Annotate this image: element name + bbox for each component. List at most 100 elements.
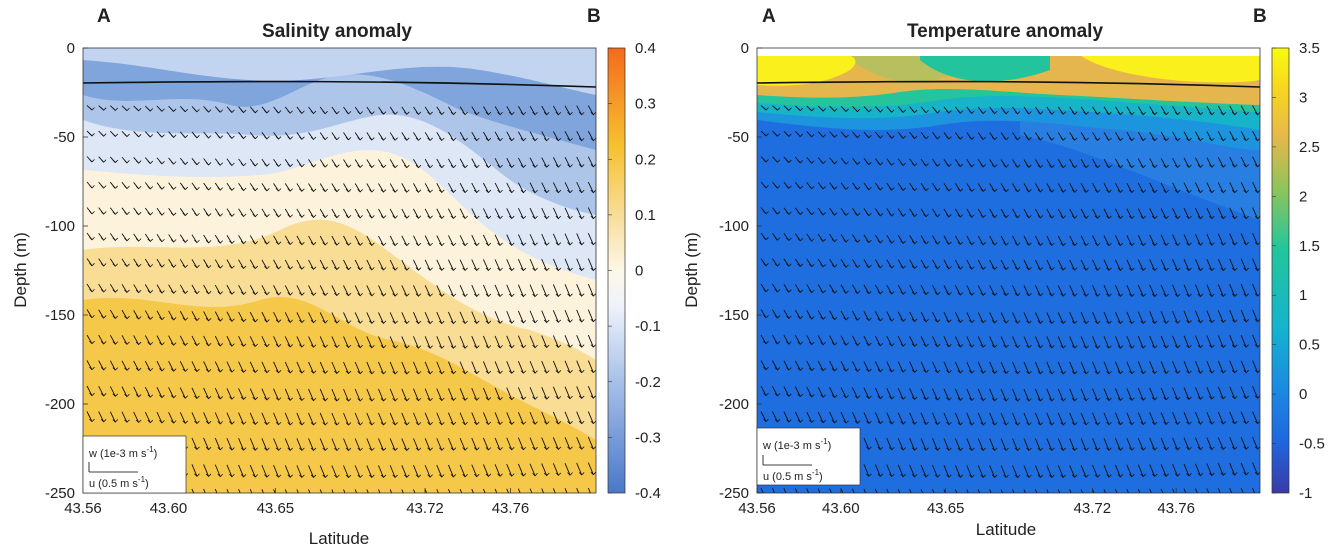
velocity-arrow (1172, 463, 1178, 477)
velocity-arrow (1126, 259, 1133, 271)
velocity-arrowhead (1014, 242, 1021, 246)
velocity-arrow (273, 388, 279, 401)
velocity-arrowhead (485, 242, 492, 247)
velocity-arrowhead (380, 447, 387, 452)
velocity-arrow (1000, 336, 1007, 348)
velocity-arrowhead (1231, 395, 1238, 400)
velocity-arrowhead (1129, 215, 1135, 220)
velocity-arrow (954, 388, 961, 401)
velocity-arrowhead (415, 371, 422, 375)
velocity-arrow (203, 437, 210, 450)
velocity-arrowhead (1037, 293, 1044, 297)
velocity-arrow (587, 462, 594, 475)
velocity-arrow (1160, 131, 1167, 141)
velocity-arrow (1252, 233, 1258, 245)
velocity-arrowhead (252, 163, 259, 167)
velocity-arrowhead (1186, 421, 1192, 425)
y-tick-label: 0 (67, 40, 75, 57)
velocity-arrow (529, 131, 536, 141)
velocity-arrowhead (1037, 189, 1044, 193)
velocity-arrowhead (992, 499, 997, 502)
velocity-arrowhead (323, 499, 328, 502)
velocity-arrow (517, 463, 524, 477)
velocity-arrowhead (866, 212, 872, 217)
velocity-arrow (214, 387, 221, 400)
velocity-arrowhead (1231, 164, 1238, 168)
velocity-arrow (308, 336, 314, 348)
velocity-arrow (308, 235, 314, 246)
velocity-arrow (354, 235, 361, 246)
velocity-arrow (319, 412, 326, 426)
velocity-arrow (1126, 412, 1133, 425)
velocity-arrowhead (532, 215, 538, 220)
velocity-arrow (1252, 181, 1258, 193)
velocity-arrowhead (567, 215, 573, 220)
velocity-arrowhead (1026, 189, 1032, 193)
velocity-arrowhead (911, 187, 918, 192)
velocity-arrow (319, 388, 326, 401)
colorbar-tick-label: 0.4 (635, 40, 656, 57)
velocity-arrowhead (205, 420, 212, 425)
velocity-arrowhead (934, 369, 941, 374)
velocity-arrowhead (345, 370, 352, 375)
velocity-arrow (1034, 465, 1041, 478)
velocity-arrowhead (1117, 111, 1124, 116)
velocity-arrow (494, 488, 498, 493)
y-tick-label: -200 (45, 396, 75, 413)
velocity-arrow (529, 207, 536, 219)
velocity-arrow (1012, 259, 1018, 270)
velocity-arrow (296, 361, 303, 374)
velocity-arrowhead (968, 136, 975, 140)
velocity-arrowhead (310, 214, 317, 218)
colorbar-tick-label: 1.5 (1299, 238, 1320, 255)
velocity-arrowhead (100, 341, 107, 345)
velocity-arrowhead (147, 134, 154, 138)
velocity-arrow (459, 412, 466, 425)
velocity-arrowhead (578, 344, 585, 348)
velocity-arrowhead (1129, 189, 1135, 194)
velocity-arrow (874, 437, 881, 450)
velocity-arrowhead (124, 211, 130, 216)
velocity-arrow (817, 335, 824, 345)
velocity-arrow (249, 259, 256, 269)
velocity-arrow (932, 285, 938, 295)
velocity-arrow (977, 259, 984, 270)
velocity-arrow (576, 182, 583, 193)
velocity-arrow (121, 386, 128, 397)
velocity-arrow (459, 437, 466, 451)
velocity-arrowhead (1151, 421, 1158, 426)
velocity-arrowhead (1209, 446, 1215, 451)
velocity-arrow (471, 488, 474, 493)
velocity-arrowhead (968, 292, 975, 296)
velocity-arrowhead (1254, 164, 1260, 168)
velocity-arrowhead (543, 215, 550, 220)
velocity-arrow (989, 312, 996, 324)
velocity-arrowhead (543, 164, 550, 168)
velocity-arrowhead (1209, 396, 1215, 400)
velocity-arrow (226, 488, 230, 493)
velocity-arrow (1229, 284, 1236, 297)
velocity-arrowhead (135, 185, 142, 190)
velocity-arrowhead (473, 267, 480, 272)
velocity-arrowhead (831, 368, 838, 372)
velocity-arrow (576, 437, 583, 450)
velocity-arrow (1206, 386, 1213, 400)
velocity-arrowhead (1060, 422, 1067, 426)
velocity-arrow (1252, 360, 1258, 373)
velocity-arrowhead (991, 242, 998, 246)
velocity-arrow (378, 438, 384, 451)
velocity-arrowhead (1060, 320, 1067, 325)
velocity-arrowhead (357, 370, 363, 375)
velocity-arrowhead (1197, 267, 1204, 272)
velocity-arrowhead (380, 474, 387, 478)
velocity-arrowhead (1014, 447, 1021, 452)
velocity-arrow (483, 131, 489, 141)
velocity-arrow (517, 310, 524, 324)
velocity-arrow (772, 360, 778, 371)
velocity-arrow (179, 387, 186, 399)
velocity-arrowhead (520, 473, 527, 477)
velocity-arrowhead (1231, 319, 1238, 323)
velocity-arrowhead (275, 370, 282, 374)
velocity-arrowhead (135, 211, 142, 216)
velocity-arrowhead (843, 317, 849, 321)
